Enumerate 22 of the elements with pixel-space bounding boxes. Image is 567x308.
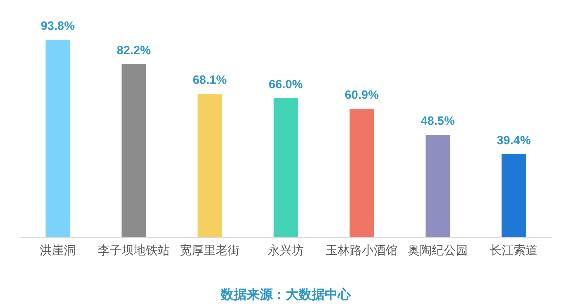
bar	[122, 64, 146, 237]
bar	[426, 135, 450, 237]
data-label: 48.5%	[420, 114, 456, 128]
data-label: 39.4%	[496, 133, 532, 148]
data-label: 66.0%	[268, 77, 304, 92]
x-tick-label: 宽厚里老街	[180, 244, 240, 258]
x-tick-label: 长江索道	[490, 244, 538, 258]
bar	[274, 98, 298, 237]
data-label: 68.1%	[192, 72, 228, 87]
data-label: 82.2%	[116, 43, 152, 58]
bar	[46, 40, 70, 237]
data-label: 60.9%	[344, 88, 380, 102]
x-tick-label: 奥陶纪公园	[408, 244, 468, 258]
source-note: 数据来源：大数据中心	[220, 287, 352, 302]
bar	[198, 94, 222, 237]
x-tick-label: 李子坝地铁站	[98, 244, 170, 258]
bar	[502, 154, 526, 237]
x-tick-label: 玉林路小酒馆	[326, 244, 398, 258]
data-label: 93.8%	[40, 19, 76, 33]
x-tick-label: 永兴坊	[268, 244, 304, 258]
x-tick-label: 洪崖洞	[40, 244, 76, 258]
bar	[350, 109, 374, 237]
